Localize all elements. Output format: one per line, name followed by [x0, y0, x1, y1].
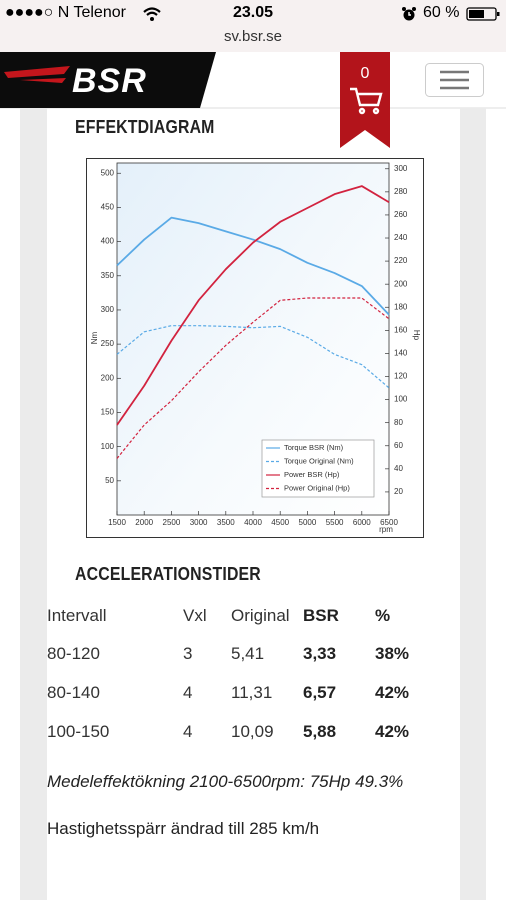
table-cell: 38%: [375, 644, 410, 663]
battery-level: 60 %: [423, 4, 460, 21]
x-tick-label: 2000: [135, 518, 153, 527]
column-header: BSR: [303, 606, 339, 625]
logo[interactable]: BSR: [72, 62, 147, 100]
y2-tick-label: 120: [394, 372, 408, 381]
y-tick-label: 400: [101, 237, 115, 246]
table-cell: 80-140: [47, 683, 100, 702]
url[interactable]: sv.bsr.se: [223, 28, 283, 45]
alarm-icon: [402, 7, 416, 21]
table-cell: 100-150: [47, 722, 110, 741]
y2-tick-label: 240: [394, 233, 408, 242]
y-tick-label: 50: [105, 476, 114, 485]
y2-tick-label: 100: [394, 395, 408, 404]
table-cell: 3: [183, 644, 193, 663]
y-tick-label: 450: [101, 203, 115, 212]
table-cell: 10,09: [231, 722, 274, 741]
table-cell: 4: [183, 722, 193, 741]
y-tick-label: 200: [101, 373, 115, 382]
y-tick-label: 300: [101, 305, 115, 314]
y2-tick-label: 160: [394, 325, 408, 334]
table-cell: 6,57: [303, 683, 337, 702]
y-tick-label: 500: [101, 168, 115, 177]
status-area: [0, 0, 506, 52]
note: Hastighetsspärr ändrad till 285 km/h: [47, 819, 320, 838]
series-line: [116, 216, 390, 316]
y-tick-label: 250: [101, 339, 115, 348]
legend-label: Torque BSR (Nm): [284, 443, 344, 452]
cart-icon: [350, 87, 383, 115]
table-cell: 4: [183, 683, 193, 702]
legend-label: Power BSR (Hp): [284, 470, 340, 479]
table-cell: 42%: [375, 683, 410, 702]
y-tick-label: 350: [101, 271, 115, 280]
legend: [261, 439, 375, 498]
page-margin: [20, 108, 47, 900]
section-heading: EFFEKTDIAGRAM: [75, 117, 215, 137]
x-tick-label: 4000: [244, 518, 262, 527]
y2-tick-label: 80: [394, 418, 403, 427]
table-cell: 5,88: [303, 722, 337, 741]
series-line: [116, 185, 390, 426]
table-cell: 80-120: [47, 644, 100, 663]
note: Medeleffektökning 2100-6500rpm: 75Hp 49.…: [47, 772, 404, 791]
legend-label: Torque Original (Nm): [284, 456, 354, 465]
column-header: Vxl: [183, 606, 207, 625]
x-tick-label: 4500: [271, 518, 289, 527]
x-tick-label: 3000: [190, 518, 208, 527]
x-axis-label: rpm: [379, 525, 393, 534]
table-cell: 42%: [375, 722, 410, 741]
table-cell: 11,31: [231, 683, 273, 702]
y2-tick-label: 180: [394, 302, 408, 311]
x-tick-label: 3500: [217, 518, 235, 527]
x-tick-label: 6500: [380, 518, 398, 527]
x-tick-label: 5500: [326, 518, 344, 527]
x-tick-label: 2500: [163, 518, 181, 527]
carrier: ●●●●○ N Telenor: [5, 4, 126, 21]
wifi-icon: [143, 7, 161, 21]
battery-icon: [466, 7, 500, 21]
y2-tick-label: 300: [394, 164, 408, 173]
y2-axis-label: Hp: [412, 330, 421, 341]
y2-tick-label: 260: [394, 210, 408, 219]
x-tick-label: 5000: [299, 518, 317, 527]
section-heading: ACCELERATIONSTIDER: [75, 564, 261, 584]
clock: 23.05: [232, 4, 274, 21]
cart-ribbon[interactable]: [340, 52, 390, 148]
table-cell: 5,41: [231, 644, 265, 663]
power-chart: 1500 2000 2500 3000 3500 4000 4500 5000 5500 6000…: [86, 158, 424, 538]
cart-count: 0: [361, 65, 370, 82]
legend-label: Power Original (Hp): [284, 483, 350, 492]
y2-tick-label: 280: [394, 187, 408, 196]
site-header: BSR 0: [0, 52, 506, 148]
table-cell: 3,33: [303, 644, 337, 663]
x-tick-label: 6000: [353, 518, 371, 527]
column-header: %: [375, 606, 391, 625]
y-tick-label: 150: [101, 408, 115, 417]
series-line: [116, 297, 390, 459]
y2-tick-label: 220: [394, 256, 408, 265]
y2-tick-label: 140: [394, 349, 408, 358]
column-header: Intervall: [47, 606, 107, 625]
y-tick-label: 100: [101, 442, 115, 451]
y2-tick-label: 60: [394, 441, 403, 450]
menu-icon: [440, 70, 469, 90]
y2-tick-label: 20: [394, 487, 403, 496]
y-axis-label: Nm: [90, 331, 99, 344]
y2-tick-label: 40: [394, 464, 403, 473]
column-header: Original: [231, 606, 290, 625]
y2-tick-label: 200: [394, 279, 408, 288]
page-margin: [460, 108, 486, 900]
x-tick-label: 1500: [108, 518, 126, 527]
